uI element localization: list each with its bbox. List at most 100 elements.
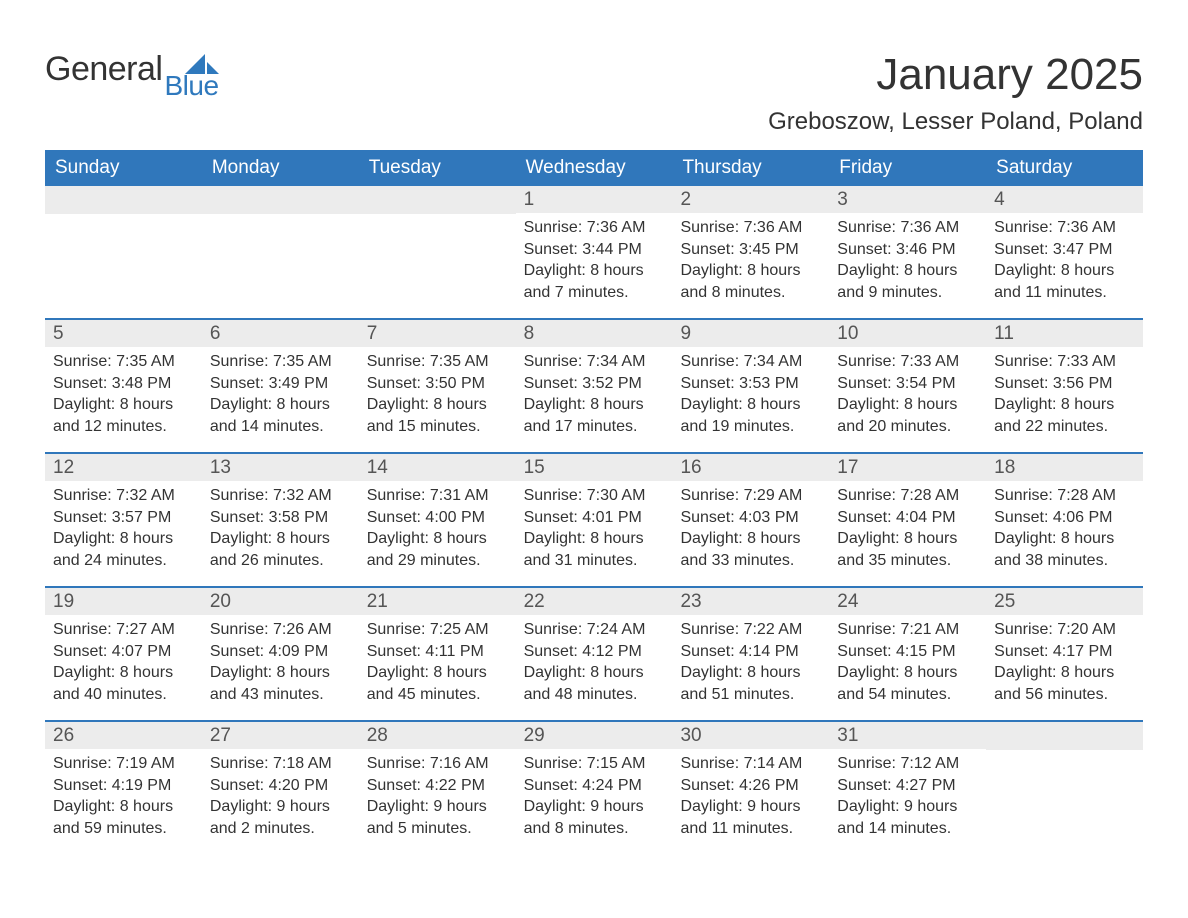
day-cell xyxy=(45,186,202,318)
day-cell: 2Sunrise: 7:36 AMSunset: 3:45 PMDaylight… xyxy=(672,186,829,318)
day-cell: 7Sunrise: 7:35 AMSunset: 3:50 PMDaylight… xyxy=(359,320,516,452)
day-number: 11 xyxy=(986,320,1143,347)
day-info-line: and 26 minutes. xyxy=(210,550,351,572)
day-info-line: Sunset: 4:11 PM xyxy=(367,641,508,663)
day-info-line: and 45 minutes. xyxy=(367,684,508,706)
empty-day-strip xyxy=(986,722,1143,750)
day-cell: 28Sunrise: 7:16 AMSunset: 4:22 PMDayligh… xyxy=(359,722,516,854)
day-info-line: Sunrise: 7:36 AM xyxy=(680,217,821,239)
day-info-line: Sunset: 4:06 PM xyxy=(994,507,1135,529)
day-info-line: and 7 minutes. xyxy=(524,282,665,304)
day-info-line: and 31 minutes. xyxy=(524,550,665,572)
day-number: 3 xyxy=(829,186,986,213)
day-info-line: Sunrise: 7:15 AM xyxy=(524,753,665,775)
day-info-line: Sunrise: 7:36 AM xyxy=(837,217,978,239)
day-info-line: Sunset: 4:22 PM xyxy=(367,775,508,797)
day-info-line: and 59 minutes. xyxy=(53,818,194,840)
day-info-line: Daylight: 8 hours xyxy=(367,528,508,550)
day-cell: 14Sunrise: 7:31 AMSunset: 4:00 PMDayligh… xyxy=(359,454,516,586)
day-info-line: Sunrise: 7:16 AM xyxy=(367,753,508,775)
day-info-line: and 2 minutes. xyxy=(210,818,351,840)
day-info-line: Sunrise: 7:14 AM xyxy=(680,753,821,775)
day-number: 27 xyxy=(202,722,359,749)
day-info-line: Daylight: 8 hours xyxy=(210,662,351,684)
day-info-line: and 35 minutes. xyxy=(837,550,978,572)
day-info-line: Sunset: 3:45 PM xyxy=(680,239,821,261)
day-info-line: Sunset: 4:24 PM xyxy=(524,775,665,797)
day-info-line: Daylight: 8 hours xyxy=(524,394,665,416)
day-body: Sunrise: 7:36 AMSunset: 3:46 PMDaylight:… xyxy=(829,213,986,309)
day-body: Sunrise: 7:33 AMSunset: 3:56 PMDaylight:… xyxy=(986,347,1143,443)
day-info-line: Sunrise: 7:36 AM xyxy=(524,217,665,239)
day-body: Sunrise: 7:19 AMSunset: 4:19 PMDaylight:… xyxy=(45,749,202,845)
day-info-line: Sunset: 4:20 PM xyxy=(210,775,351,797)
day-info-line: Sunset: 4:26 PM xyxy=(680,775,821,797)
day-info-line: Daylight: 9 hours xyxy=(680,796,821,818)
day-info-line: Sunset: 4:27 PM xyxy=(837,775,978,797)
day-info-line: Daylight: 8 hours xyxy=(53,394,194,416)
day-info-line: Daylight: 8 hours xyxy=(524,528,665,550)
day-cell: 30Sunrise: 7:14 AMSunset: 4:26 PMDayligh… xyxy=(672,722,829,854)
day-body: Sunrise: 7:29 AMSunset: 4:03 PMDaylight:… xyxy=(672,481,829,577)
day-number: 6 xyxy=(202,320,359,347)
day-info-line: Sunset: 3:50 PM xyxy=(367,373,508,395)
day-info-line: Daylight: 8 hours xyxy=(367,394,508,416)
day-cell xyxy=(202,186,359,318)
day-info-line: Sunset: 4:04 PM xyxy=(837,507,978,529)
day-info-line: Sunset: 4:19 PM xyxy=(53,775,194,797)
day-body: Sunrise: 7:36 AMSunset: 3:47 PMDaylight:… xyxy=(986,213,1143,309)
day-info-line: and 54 minutes. xyxy=(837,684,978,706)
day-number: 17 xyxy=(829,454,986,481)
day-body: Sunrise: 7:35 AMSunset: 3:50 PMDaylight:… xyxy=(359,347,516,443)
day-info-line: Sunset: 3:57 PM xyxy=(53,507,194,529)
day-number: 29 xyxy=(516,722,673,749)
day-info-line: Sunset: 4:00 PM xyxy=(367,507,508,529)
day-number: 18 xyxy=(986,454,1143,481)
day-info-line: Sunset: 4:09 PM xyxy=(210,641,351,663)
day-info-line: Daylight: 8 hours xyxy=(994,662,1135,684)
empty-day-strip xyxy=(359,186,516,214)
day-body: Sunrise: 7:24 AMSunset: 4:12 PMDaylight:… xyxy=(516,615,673,711)
day-cell: 5Sunrise: 7:35 AMSunset: 3:48 PMDaylight… xyxy=(45,320,202,452)
day-header-monday: Monday xyxy=(202,150,359,186)
day-cell: 9Sunrise: 7:34 AMSunset: 3:53 PMDaylight… xyxy=(672,320,829,452)
day-header-wednesday: Wednesday xyxy=(516,150,673,186)
day-info-line: Sunset: 3:53 PM xyxy=(680,373,821,395)
day-info-line: Daylight: 8 hours xyxy=(837,260,978,282)
day-cell: 18Sunrise: 7:28 AMSunset: 4:06 PMDayligh… xyxy=(986,454,1143,586)
day-info-line: and 20 minutes. xyxy=(837,416,978,438)
logo: General Blue xyxy=(45,50,219,102)
day-body: Sunrise: 7:28 AMSunset: 4:06 PMDaylight:… xyxy=(986,481,1143,577)
day-info-line: Sunset: 3:52 PM xyxy=(524,373,665,395)
day-info-line: Sunrise: 7:24 AM xyxy=(524,619,665,641)
day-info-line: Sunset: 4:17 PM xyxy=(994,641,1135,663)
day-cell: 13Sunrise: 7:32 AMSunset: 3:58 PMDayligh… xyxy=(202,454,359,586)
day-body: Sunrise: 7:26 AMSunset: 4:09 PMDaylight:… xyxy=(202,615,359,711)
day-body: Sunrise: 7:21 AMSunset: 4:15 PMDaylight:… xyxy=(829,615,986,711)
day-info-line: and 19 minutes. xyxy=(680,416,821,438)
day-number: 14 xyxy=(359,454,516,481)
day-number: 12 xyxy=(45,454,202,481)
day-info-line: Sunrise: 7:32 AM xyxy=(210,485,351,507)
day-info-line: Sunset: 4:15 PM xyxy=(837,641,978,663)
day-number: 20 xyxy=(202,588,359,615)
day-number: 22 xyxy=(516,588,673,615)
day-number: 16 xyxy=(672,454,829,481)
day-cell: 16Sunrise: 7:29 AMSunset: 4:03 PMDayligh… xyxy=(672,454,829,586)
day-number: 9 xyxy=(672,320,829,347)
weeks-container: 1Sunrise: 7:36 AMSunset: 3:44 PMDaylight… xyxy=(45,186,1143,854)
day-info-line: Sunrise: 7:33 AM xyxy=(837,351,978,373)
day-info-line: Daylight: 8 hours xyxy=(680,528,821,550)
empty-day-strip xyxy=(45,186,202,214)
day-info-line: Sunrise: 7:34 AM xyxy=(680,351,821,373)
day-body: Sunrise: 7:14 AMSunset: 4:26 PMDaylight:… xyxy=(672,749,829,845)
day-info-line: Sunrise: 7:29 AM xyxy=(680,485,821,507)
day-info-line: Daylight: 8 hours xyxy=(53,528,194,550)
day-info-line: Daylight: 8 hours xyxy=(994,260,1135,282)
day-info-line: Daylight: 8 hours xyxy=(210,528,351,550)
day-info-line: and 14 minutes. xyxy=(837,818,978,840)
week-row: 12Sunrise: 7:32 AMSunset: 3:57 PMDayligh… xyxy=(45,452,1143,586)
day-info-line: Sunrise: 7:35 AM xyxy=(367,351,508,373)
day-info-line: Daylight: 8 hours xyxy=(994,394,1135,416)
day-info-line: Sunset: 3:56 PM xyxy=(994,373,1135,395)
